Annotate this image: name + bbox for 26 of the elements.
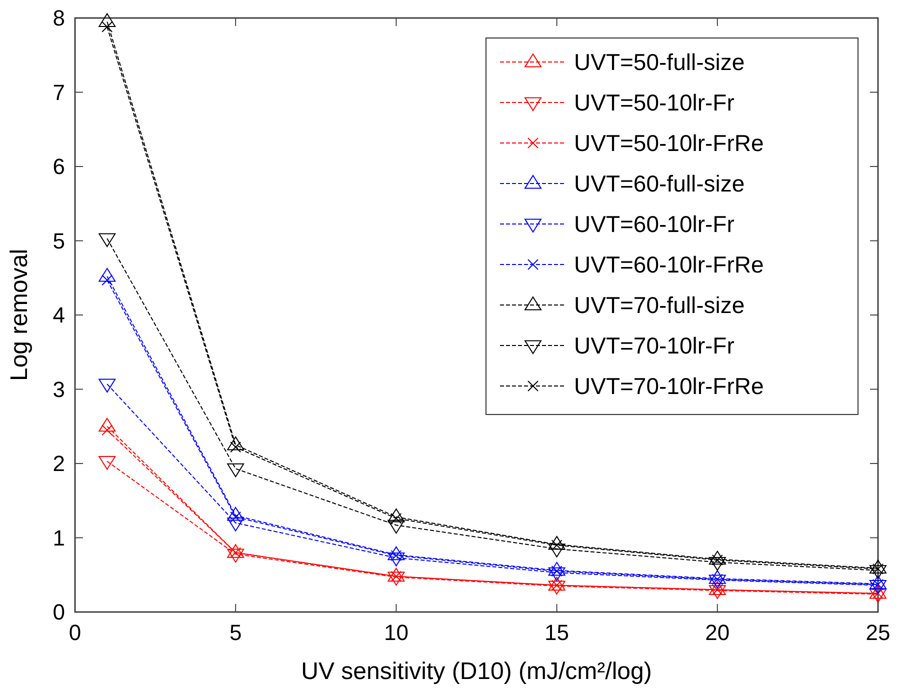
y-tick-label: 7 <box>52 80 65 105</box>
x-tick-label: 0 <box>68 620 82 645</box>
y-tick-label: 6 <box>52 154 65 180</box>
legend-label: UVT=70-full-size <box>574 292 745 318</box>
x-axis-title: UV sensitivity (D10) (mJ/cm²/log) <box>301 658 652 685</box>
legend-label: UVT=70-10lr-FrRe <box>574 373 764 400</box>
y-tick-label: 0 <box>52 600 65 625</box>
y-tick-label: 5 <box>52 228 65 254</box>
y-axis-title: Log removal <box>6 248 33 382</box>
x-tick-label: 20 <box>705 620 730 645</box>
y-tick-label: 4 <box>52 302 65 328</box>
legend-label: UVT=60-full-size <box>574 170 745 197</box>
legend-label: UVT=50-full-size <box>574 49 745 76</box>
x-tick-label: 10 <box>384 620 408 645</box>
x-tick-label: 15 <box>544 620 570 645</box>
x-tick-label: 5 <box>229 620 242 645</box>
x-tick-label: 25 <box>866 620 890 645</box>
legend-label: UVT=50-10lr-Fr <box>574 90 735 116</box>
legend-label: UVT=60-10lr-FrRe <box>574 252 764 278</box>
y-tick-label: 1 <box>52 525 65 550</box>
legend-label: UVT=70-10lr-Fr <box>574 332 735 359</box>
legend-label: UVT=60-10lr-Fr <box>574 211 735 238</box>
y-tick-label: 2 <box>52 451 65 476</box>
y-tick-label: 3 <box>52 376 65 402</box>
y-tick-label: 8 <box>52 6 65 31</box>
legend-label: UVT=50-10lr-FrRe <box>574 130 764 156</box>
